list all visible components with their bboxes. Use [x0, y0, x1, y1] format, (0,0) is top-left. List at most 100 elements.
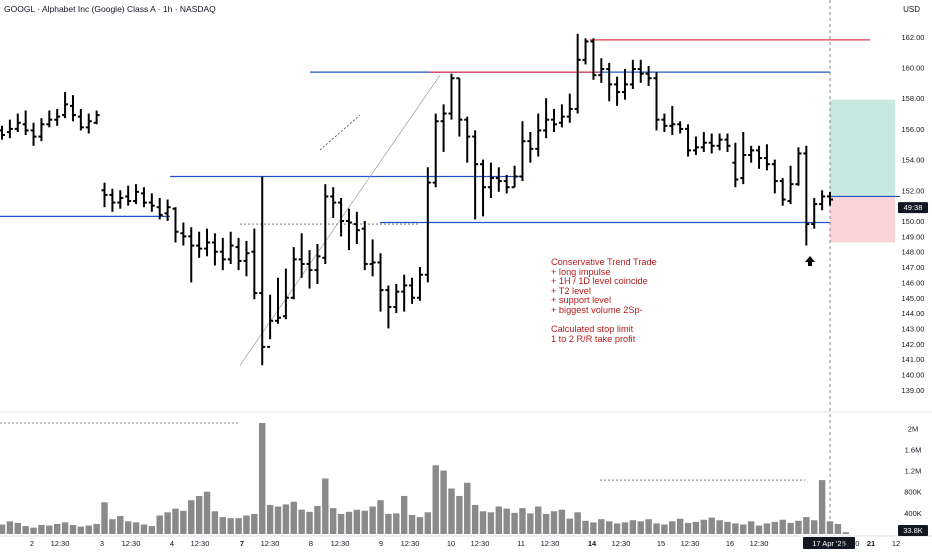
volume-bar	[834, 523, 842, 534]
volume-bar	[6, 521, 14, 534]
volume-bar	[38, 525, 45, 534]
volume-bar	[408, 514, 416, 534]
volume-bar	[290, 501, 297, 534]
price-badge	[898, 202, 928, 214]
volume-bar	[61, 522, 69, 534]
volume-bar	[811, 520, 818, 534]
y-tick-label: 140.00	[902, 371, 925, 380]
y-tick-label: 150.00	[902, 217, 925, 226]
y-tick-label: 156.00	[902, 125, 925, 134]
volume-bar	[400, 495, 408, 534]
volume-bar	[535, 506, 542, 534]
x-tick-label: 12:30	[841, 539, 860, 548]
volume-bar	[511, 512, 518, 534]
volume-bar	[109, 519, 116, 534]
x-tick-label: 11	[517, 539, 525, 548]
y-tick-label: 144.00	[902, 309, 925, 318]
volume-bar	[629, 520, 637, 534]
x-tick-label: 12	[892, 539, 900, 548]
volume-bar	[195, 495, 203, 534]
volume-bar	[117, 516, 124, 534]
volume-bar	[637, 521, 644, 534]
volume-bar	[211, 511, 219, 534]
y-tick-label: 141.00	[902, 355, 925, 364]
y-tick-label: 146.00	[902, 278, 925, 287]
volume-bar	[747, 521, 755, 534]
volume-bar	[826, 521, 834, 534]
x-tick-label: 12:30	[541, 539, 560, 548]
volume-bar	[266, 504, 274, 534]
volume-bar	[0, 524, 6, 534]
volume-bar	[306, 511, 313, 534]
price-badge-label: 49:38	[904, 203, 923, 212]
x-tick-label: 21	[867, 539, 875, 548]
x-tick-label: 12:30	[471, 539, 490, 548]
volume-bar	[803, 517, 810, 534]
volume-bar	[795, 520, 802, 534]
volume-badge	[898, 525, 928, 536]
volume-bar	[314, 505, 321, 534]
volume-bar	[22, 526, 29, 534]
volume-bar	[227, 518, 234, 534]
volume-bar	[54, 523, 61, 534]
volume-bar	[708, 517, 715, 534]
x-tick-label: 12:30	[612, 539, 631, 548]
y-tick-label: 147.00	[902, 263, 925, 272]
volume-bar	[69, 525, 77, 534]
volume-bar	[432, 465, 439, 534]
volume-bar	[669, 521, 676, 534]
volume-bar	[377, 500, 384, 534]
y-tick-label: 139.00	[902, 386, 925, 395]
volume-bar	[550, 511, 558, 534]
volume-bar	[424, 512, 432, 534]
x-tick-label: 12:30	[122, 539, 141, 548]
volume-bar	[188, 500, 195, 534]
volume-bar	[645, 519, 652, 534]
y-tick-label: 145.00	[902, 294, 925, 303]
volume-bar	[93, 523, 100, 534]
volume-bar	[755, 525, 763, 534]
volume-bar	[779, 519, 786, 534]
volume-bar	[661, 524, 668, 534]
x-tick-label: 16	[726, 539, 734, 548]
y-tick-label: 142.00	[902, 340, 925, 349]
volume-bar	[487, 512, 495, 534]
x-tick-label: 8	[309, 539, 313, 548]
volume-bar	[582, 520, 589, 534]
y-tick-label: 143.00	[902, 324, 925, 333]
volume-bar	[676, 518, 684, 534]
y-tick-label: 148.00	[902, 248, 925, 257]
volume-bar	[716, 520, 723, 534]
volume-bar	[219, 517, 226, 534]
volume-bar	[574, 512, 581, 534]
trade-annotation[interactable]: Conservative Trend Trade + long impulse …	[551, 257, 657, 344]
volume-bar	[243, 515, 250, 534]
volume-bar	[771, 521, 778, 534]
volume-bar	[180, 510, 187, 534]
volume-bar	[684, 522, 692, 534]
symbol-title[interactable]: GOOGL · Alphabet Inc (Google) Class A · …	[4, 4, 216, 14]
volume-bar	[156, 515, 163, 534]
x-tick-label: 7	[240, 539, 244, 548]
volume-bar	[606, 521, 613, 534]
x-tick-label: 12:30	[681, 539, 700, 548]
volume-bar	[251, 513, 258, 534]
volume-bar	[692, 521, 700, 534]
y-tick-label: 154.00	[902, 156, 925, 165]
x-tick-label: 9	[379, 539, 383, 548]
volume-bar	[724, 521, 731, 534]
volume-bar	[621, 522, 629, 534]
x-tick-label: 14	[588, 539, 597, 548]
volume-bar	[124, 521, 132, 534]
volume-bar	[471, 504, 479, 534]
stop-zone	[830, 196, 895, 243]
volume-bar	[298, 509, 305, 534]
volume-bar	[274, 506, 282, 534]
volume-bar	[337, 513, 345, 534]
volume-bar	[30, 527, 37, 534]
volume-bar	[369, 506, 376, 534]
volume-bar	[566, 518, 573, 534]
volume-bar	[148, 526, 156, 534]
